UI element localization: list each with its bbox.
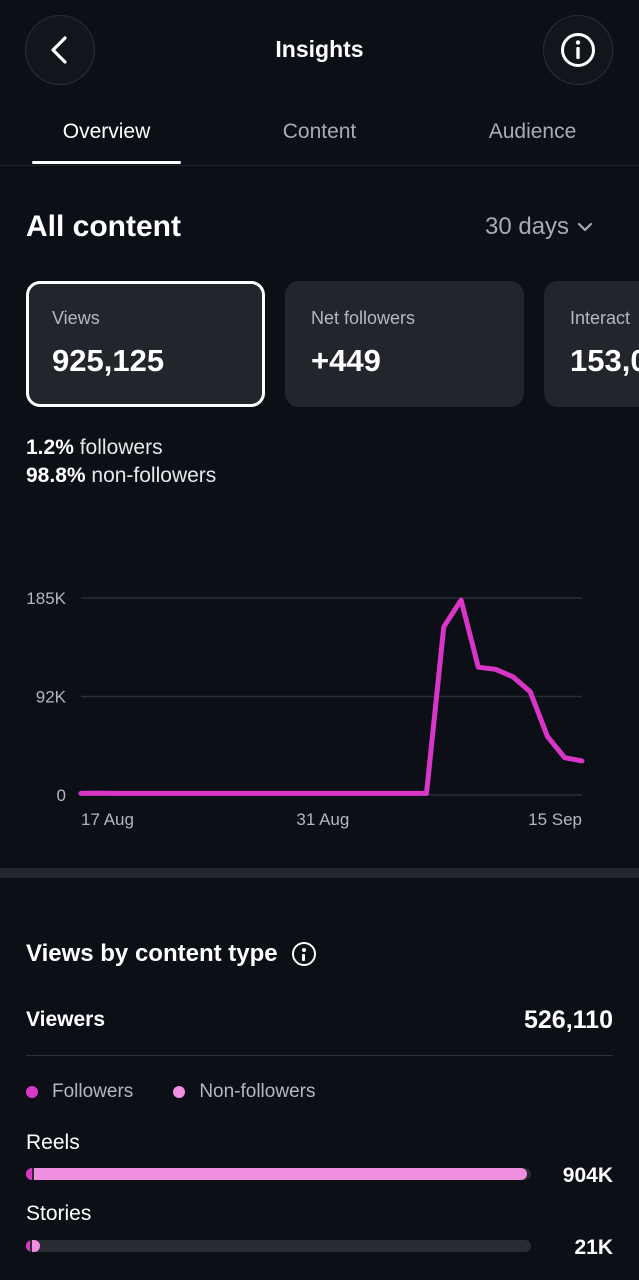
viewers-label: Viewers [26,1008,106,1031]
viewers-value: 526,110 [524,1006,613,1034]
content-type-label: Reels [26,1131,80,1154]
back-button[interactable] [25,15,95,85]
date-range-label: 30 days [485,213,570,240]
nonfollowers-bar-segment [34,1168,527,1180]
nonfollowers-bar-segment [32,1240,40,1252]
followers-bar-segment [26,1168,33,1180]
nonfollowers-percent: 98.8% [26,464,86,487]
chevron-down-icon [577,222,593,232]
legend-item-nonfollowers: Non-followers [173,1081,315,1103]
info-button[interactable] [543,15,613,85]
legend-item-followers: Followers [26,1081,133,1103]
followers-text: followers [79,436,163,459]
views-line-chart: 0 92K 185K 17 Aug 31 Aug 15 Sep [0,580,639,830]
viewers-row: Viewers 526,110 [26,1006,613,1056]
content-type-row-reels[interactable]: Reels 904K [26,1131,613,1191]
views-by-type-title: Views by content type [26,940,278,967]
section-divider [0,868,639,878]
info-icon [561,33,595,67]
section-title: All content [26,210,181,243]
info-icon[interactable] [291,942,316,966]
audience-split: 1.2% followers 98.8% non-followers [26,434,216,490]
metric-card-interactions[interactable]: Interact 153,0 [544,281,639,407]
nonfollowers-line: 98.8% non-followers [26,462,216,490]
content-type-value: 21K [574,1236,613,1259]
metric-card-net-followers[interactable]: Net followers +449 [285,281,524,407]
date-range-dropdown[interactable]: 30 days [485,213,593,241]
chart-canvas: 0 92K 185K 17 Aug 31 Aug 15 Sep [26,589,585,829]
metric-value: 153,0 [570,343,639,378]
metric-label: Net followers [311,308,416,328]
metric-value: 925,125 [52,343,165,378]
content-type-bar [26,1168,531,1180]
followers-percent: 1.2% [26,436,74,459]
metric-card-views[interactable]: Views 925,125 [26,281,265,407]
views-by-type-header: Views by content type [26,940,316,968]
y-tick-label: 185K [26,589,66,608]
legend-label: Non-followers [199,1081,316,1102]
legend-dot [173,1086,186,1098]
tab-overview[interactable]: Overview [62,120,151,143]
tab-content[interactable]: Content [282,120,357,143]
followers-bar-segment [26,1240,31,1252]
tab-audience[interactable]: Audience [488,120,577,143]
metric-label: Interact [570,308,631,328]
content-type-row-stories[interactable]: Stories 21K [26,1202,613,1262]
content-type-value: 904K [562,1164,613,1187]
series-line [78,597,585,796]
content-type-label: Stories [26,1202,92,1225]
followers-line: 1.2% followers [26,434,216,462]
x-tick-label: 17 Aug [81,810,134,829]
y-tick-label: 92K [36,688,67,707]
x-tick-label: 31 Aug [296,810,349,829]
page-title: Insights [275,36,364,62]
metric-value: +449 [311,343,381,378]
chart-legend: Followers Non-followers [26,1081,355,1103]
content-type-bar [26,1240,531,1252]
active-tab-indicator [32,161,181,164]
legend-label: Followers [52,1081,134,1102]
x-tick-label: 15 Sep [528,810,582,829]
nonfollowers-text: non-followers [91,464,217,487]
metric-label: Views [52,308,100,328]
tab-bar: Overview Content Audience [0,100,639,166]
chevron-left-icon [51,36,67,64]
legend-dot [26,1086,38,1098]
y-tick-label: 0 [57,786,66,805]
